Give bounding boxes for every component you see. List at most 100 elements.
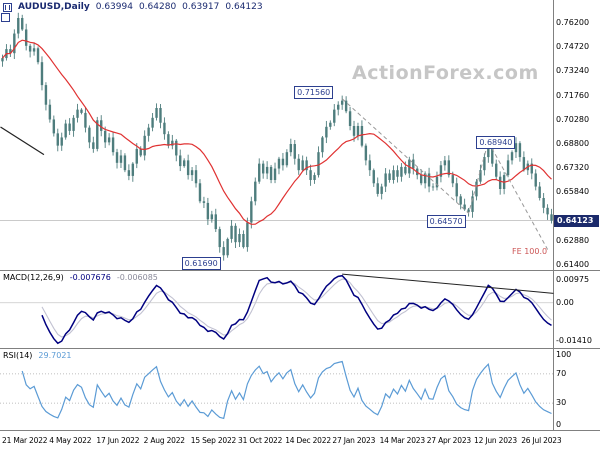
candle-body xyxy=(21,18,24,30)
candle-body xyxy=(297,158,300,171)
candle-body xyxy=(514,143,518,153)
date-axis-label: 14 Mar 2023 xyxy=(379,436,426,445)
candle-body xyxy=(293,144,296,159)
candle-body xyxy=(404,166,407,174)
candle-body xyxy=(17,18,20,34)
candle-body xyxy=(459,196,462,205)
candle-body xyxy=(463,204,466,210)
swing-price-marker: 0.71560 xyxy=(294,85,334,99)
candle-body xyxy=(167,134,170,146)
candle-body xyxy=(348,111,352,126)
macd-main-line xyxy=(41,274,552,345)
candle-body xyxy=(107,137,111,143)
candle-body xyxy=(143,135,146,156)
candle-body xyxy=(186,160,190,176)
rsi-value: 29.7021 xyxy=(38,351,72,360)
candle-body xyxy=(388,173,391,180)
candle-body xyxy=(194,170,198,184)
candle-body xyxy=(325,126,328,138)
candle-body xyxy=(269,166,273,180)
candle-body xyxy=(230,225,233,239)
candle-body xyxy=(155,108,158,118)
price-axis-label: 0.62880 xyxy=(556,235,590,245)
candle-body xyxy=(32,48,36,52)
watermark: ActionForex.com xyxy=(352,62,539,84)
candle-body xyxy=(123,155,127,171)
chart-header: AUDUSD,Daily 0.63994 0.64280 0.63917 0.6… xyxy=(3,2,263,12)
candle-body xyxy=(76,109,79,118)
candle-body xyxy=(139,148,142,156)
price-axis-label: 0.61400 xyxy=(556,260,590,270)
candle-body xyxy=(368,160,372,171)
candle-body xyxy=(340,100,344,105)
rsi-name: RSI(14) xyxy=(3,351,33,360)
ohlc-low: 0.63917 xyxy=(182,2,220,12)
candle-body xyxy=(301,160,304,171)
swing-price-marker: 0.64570 xyxy=(426,215,466,229)
candle-body xyxy=(202,201,206,203)
candle-body xyxy=(530,163,533,174)
candle-body xyxy=(447,160,451,176)
current-price-tag: 0.64123 xyxy=(554,214,599,227)
candle-body xyxy=(542,198,545,208)
swing-price-marker: 0.68940 xyxy=(476,135,516,149)
candle-body xyxy=(127,170,131,176)
candle-body xyxy=(163,122,166,135)
candle-body xyxy=(534,173,537,187)
candle-body xyxy=(455,183,458,197)
price-trendline xyxy=(0,126,45,156)
candle-body xyxy=(305,160,308,171)
candle-body xyxy=(412,159,415,169)
chart-icon xyxy=(3,2,12,12)
candle-body xyxy=(443,160,447,166)
date-axis-label: 15 Sep 2022 xyxy=(190,436,237,445)
candle-body xyxy=(538,186,541,198)
candle-body xyxy=(285,152,289,166)
candle-body xyxy=(48,104,52,120)
candle-body xyxy=(28,45,32,52)
candle-body xyxy=(226,238,229,256)
symbol-timeframe: AUDUSD,Daily xyxy=(18,2,90,12)
candle-body xyxy=(372,170,375,184)
candle-body xyxy=(487,142,490,158)
candle-body xyxy=(60,137,63,146)
candle-body xyxy=(52,119,56,134)
candle-body xyxy=(258,163,261,182)
fib-expansion-line xyxy=(341,98,549,250)
candle-body xyxy=(44,85,48,105)
price-axis-label: 0.67320 xyxy=(556,163,590,173)
candle-body xyxy=(100,120,103,131)
macd-axis-label: -0.01410 xyxy=(556,336,592,345)
candle-body xyxy=(392,170,395,180)
candle-body xyxy=(198,183,202,202)
candle-body xyxy=(479,170,482,182)
macd-axis-label: 0.00 xyxy=(556,297,574,307)
candle-body xyxy=(356,126,360,136)
candle-body xyxy=(222,247,225,256)
candle-body xyxy=(321,137,324,153)
candle-body xyxy=(135,148,138,164)
candle-body xyxy=(344,100,348,112)
candle-body xyxy=(435,176,439,188)
date-axis-label: 4 May 2022 xyxy=(49,436,92,445)
candle-body xyxy=(115,152,119,163)
moving-average-line xyxy=(2,39,552,225)
candle-body xyxy=(119,155,123,163)
macd-value-signal: -0.006085 xyxy=(116,273,158,282)
candle-body xyxy=(546,207,549,215)
candle-body xyxy=(13,33,16,54)
candle-body xyxy=(261,163,265,174)
candle-body xyxy=(313,175,316,180)
price-axis-label: 0.70280 xyxy=(556,114,590,124)
date-axis-label: 27 Apr 2023 xyxy=(426,436,471,445)
candle-body xyxy=(498,176,502,189)
candle-body xyxy=(384,173,387,187)
candle-body xyxy=(182,160,186,167)
candle-body xyxy=(56,133,59,146)
macd-value-main: -0.007676 xyxy=(69,273,111,282)
candle-body xyxy=(40,62,44,86)
candle-body xyxy=(273,168,277,180)
candle-body xyxy=(131,163,135,176)
candle-body xyxy=(495,163,498,177)
